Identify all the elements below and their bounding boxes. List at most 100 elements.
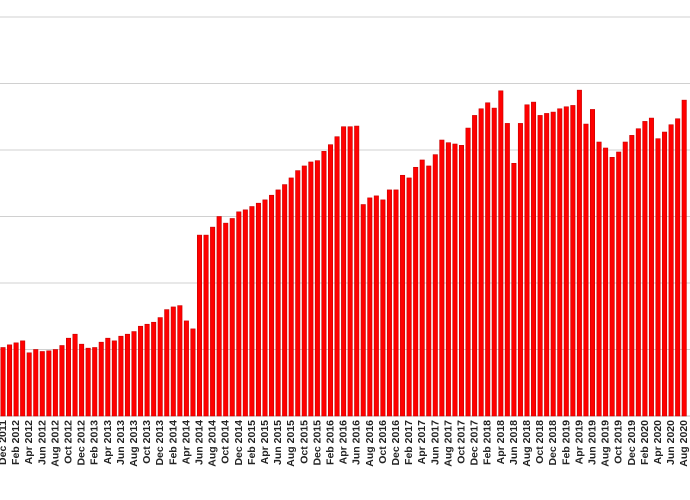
bar-98 (642, 121, 648, 417)
bar-56 (367, 197, 373, 417)
bar-69 (452, 143, 458, 417)
bar-88 (576, 89, 582, 417)
bar-5 (33, 349, 39, 417)
bar-100 (655, 138, 661, 417)
bar-50 (327, 144, 333, 417)
bar-90 (589, 109, 595, 417)
x-tick-label: Aug 2015 (285, 420, 297, 467)
bar-94 (616, 151, 622, 417)
bar-87 (570, 105, 576, 417)
bar-63 (413, 166, 419, 417)
x-tick-label: Apr 2018 (495, 420, 507, 465)
bar-16 (105, 337, 111, 417)
x-tick-label: Jun 2012 (36, 420, 48, 465)
x-tick-labels: Dec 2011 Feb 2012 Apr 2012 Jun 2012 Aug 2012… (0, 420, 690, 467)
bar-35 (229, 218, 235, 417)
bar-65 (426, 165, 432, 417)
x-tick-label: Jun 2017 (429, 420, 441, 465)
bar-61 (400, 174, 406, 417)
x-tick-label: Apr 2019 (573, 420, 585, 465)
x-tick-label: Dec 2018 (547, 420, 559, 466)
bar-78 (511, 163, 517, 417)
bar-38 (249, 206, 255, 417)
x-tick-label: Feb 2017 (403, 420, 415, 465)
bar-57 (373, 195, 379, 417)
bar-14 (92, 347, 98, 417)
x-tick-label: Aug 2016 (364, 420, 376, 467)
bar-76 (498, 90, 504, 417)
bar-53 (347, 126, 353, 417)
bar-72 (472, 115, 478, 417)
x-tick-label: Aug 2019 (600, 420, 612, 467)
bar-6 (39, 351, 45, 417)
x-tick-label: Dec 2011 (0, 420, 9, 465)
bar-8 (52, 349, 58, 417)
x-tick-label: Apr 2012 (23, 420, 35, 465)
bar-22 (144, 323, 150, 417)
bar-85 (557, 108, 563, 417)
x-tick-label: Jun 2013 (115, 420, 127, 465)
bar-46 (301, 165, 307, 417)
x-tick-label: Jun 2018 (508, 420, 520, 465)
bar-41 (269, 194, 275, 417)
bar-15 (98, 341, 104, 417)
bar-51 (334, 136, 340, 417)
x-tick-label: Feb 2016 (325, 420, 337, 465)
bar-58 (380, 199, 386, 417)
bar-82 (537, 115, 543, 417)
bar-21 (138, 325, 144, 417)
x-tick-label: Apr 2016 (338, 420, 350, 465)
bar-66 (432, 154, 438, 417)
bar-71 (465, 127, 471, 417)
x-tick-label: Feb 2015 (246, 420, 258, 465)
bar-93 (609, 157, 615, 417)
bar-29 (190, 328, 196, 417)
x-tick-label: Jun 2016 (351, 420, 363, 465)
x-tick-label: Dec 2014 (233, 420, 245, 466)
bar-48 (314, 160, 320, 417)
x-tick-label: Jun 2020 (665, 420, 677, 465)
bar-37 (242, 209, 248, 417)
x-tick-label: Dec 2012 (76, 420, 88, 466)
bar-92 (603, 147, 609, 417)
bar-101 (662, 131, 668, 417)
bar-25 (164, 309, 170, 417)
bar-70 (458, 145, 464, 417)
bar-104 (681, 99, 687, 417)
x-tick-label: Oct 2014 (220, 420, 232, 464)
x-tick-label: Apr 2017 (416, 420, 428, 465)
bar-36 (236, 211, 242, 417)
bar-54 (354, 125, 360, 417)
x-tick-label: Oct 2013 (141, 420, 153, 464)
bar-49 (321, 151, 327, 417)
bar-75 (491, 107, 497, 417)
bar-62 (406, 177, 412, 417)
x-tick-label: Apr 2013 (102, 420, 114, 465)
x-tick-label: Feb 2020 (639, 420, 651, 465)
bar-89 (583, 123, 589, 417)
bar-13 (85, 347, 91, 417)
x-tick-label: Aug 2018 (521, 420, 533, 467)
x-tick-label: Feb 2012 (10, 420, 22, 465)
bar-2 (13, 342, 19, 417)
x-tick-label: Oct 2016 (377, 420, 389, 464)
bar-96 (629, 135, 635, 417)
bar-23 (151, 321, 157, 417)
bar-79 (517, 123, 523, 417)
bar-47 (308, 161, 314, 417)
bar-68 (445, 142, 451, 417)
bar-44 (288, 177, 294, 417)
x-tick-label: Feb 2018 (482, 420, 494, 465)
bar-74 (485, 102, 491, 417)
bar-19 (124, 333, 130, 417)
x-tick-label: Oct 2015 (298, 420, 310, 464)
bar-30 (197, 234, 203, 417)
bar-80 (524, 104, 530, 417)
bar-81 (531, 101, 537, 417)
x-tick-label: Aug 2012 (49, 420, 61, 467)
bar-40 (262, 199, 268, 417)
bar-83 (544, 113, 550, 417)
bar-52 (341, 126, 347, 417)
x-tick-label: Oct 2017 (456, 420, 468, 464)
